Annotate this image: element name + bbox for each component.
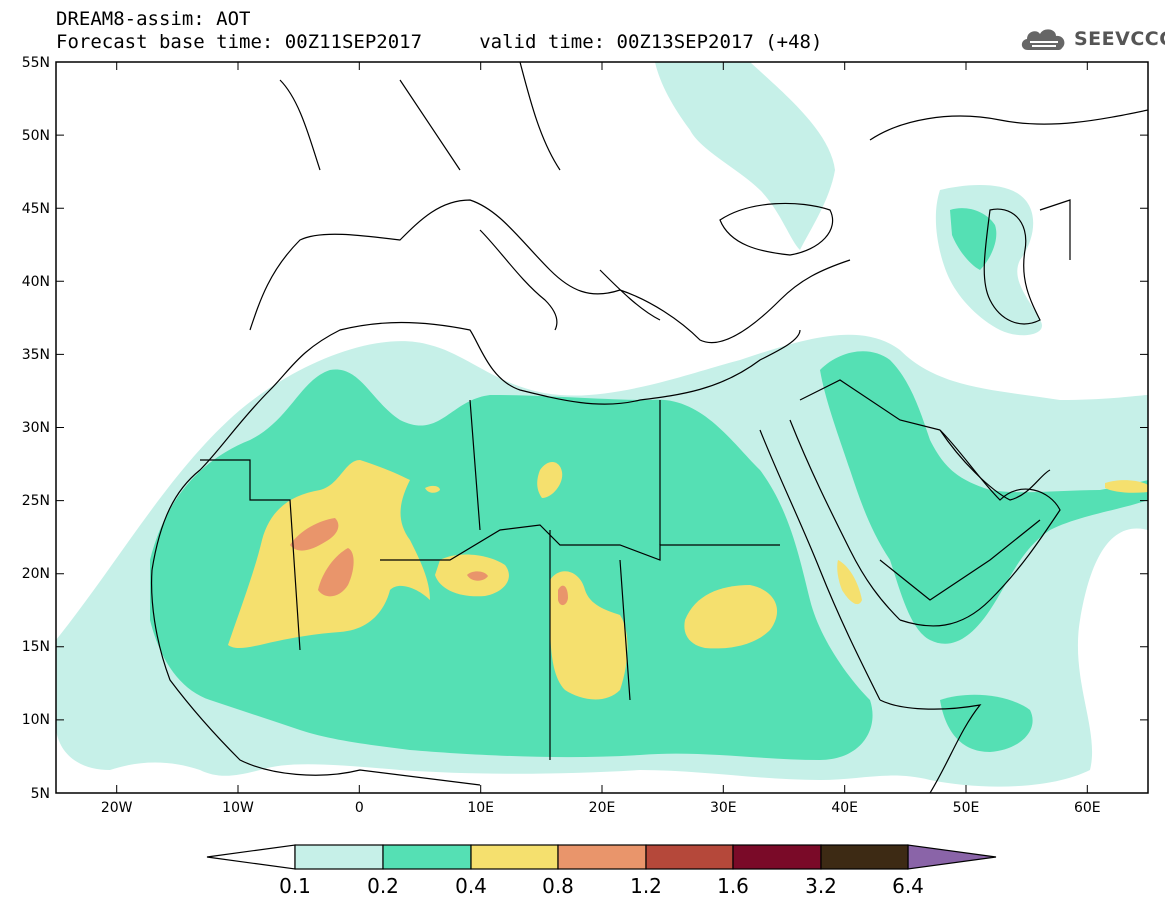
colorbar-over-arrow [907, 844, 997, 870]
longitude-labels: 20W 10W 0 10E 20E 30E 40E 50E 60E [101, 800, 1101, 816]
colorbar-label: 3.2 [805, 874, 837, 898]
colorbar-segment [294, 844, 384, 870]
lat-label: 10N [22, 712, 50, 728]
colorbar-label: 0.4 [455, 874, 487, 898]
map-title: DREAM8-assim: AOT [56, 8, 251, 30]
latitude-labels: 55N 50N 45N 40N 35N 30N 25N 20N 15N 10N … [22, 55, 50, 802]
colorbar-label: 6.4 [892, 874, 924, 898]
aot-colorbar: 0.1 0.2 0.4 0.8 1.2 1.6 3.2 6.4 [206, 844, 997, 898]
aot-level-0-4 [228, 460, 1148, 700]
lon-label: 60E [1074, 800, 1101, 816]
lon-label: 0 [355, 800, 364, 816]
lon-label: 10E [467, 800, 494, 816]
lat-label: 15N [22, 639, 50, 655]
lon-label: 20W [101, 800, 133, 816]
lat-label: 35N [22, 347, 50, 363]
logo-text: SEEVCCC [1074, 28, 1165, 50]
lat-label: 40N [22, 274, 50, 290]
cloud-icon [1021, 29, 1065, 50]
lon-label: 50E [953, 800, 980, 816]
lat-label: 55N [22, 55, 50, 71]
seevccc-logo: SEEVCCC [1018, 22, 1165, 56]
lon-label: 20E [589, 800, 616, 816]
colorbar-label: 1.2 [630, 874, 662, 898]
aot-contours [56, 62, 1148, 787]
lon-label: 30E [710, 800, 737, 816]
colorbar-segment [557, 844, 647, 870]
lat-label: 50N [22, 128, 50, 144]
colorbar-segment [645, 844, 734, 870]
colorbar-segment [820, 844, 909, 870]
aot-level-0-8 [290, 518, 568, 606]
lon-label: 40E [831, 800, 858, 816]
aot-level-0-2 [150, 208, 1148, 760]
colorbar-under-arrow [206, 844, 296, 870]
lat-label: 20N [22, 566, 50, 582]
coastlines [151, 62, 1148, 793]
lon-label: 10W [222, 800, 254, 816]
colorbar-label: 0.1 [279, 874, 311, 898]
colorbar-segment [382, 844, 472, 870]
forecast-time-subtitle: Forecast base time: 00Z11SEP2017 valid t… [56, 31, 823, 53]
colorbar-segment [732, 844, 822, 870]
colorbar-label: 0.8 [542, 874, 574, 898]
lat-label: 30N [22, 420, 50, 436]
colorbar-segment [470, 844, 559, 870]
lat-label: 25N [22, 493, 50, 509]
axis-ticks [56, 61, 1148, 794]
lat-label: 45N [22, 201, 50, 217]
colorbar-label: 0.2 [367, 874, 399, 898]
colorbar-label: 1.6 [717, 874, 749, 898]
lat-label: 5N [31, 786, 50, 802]
